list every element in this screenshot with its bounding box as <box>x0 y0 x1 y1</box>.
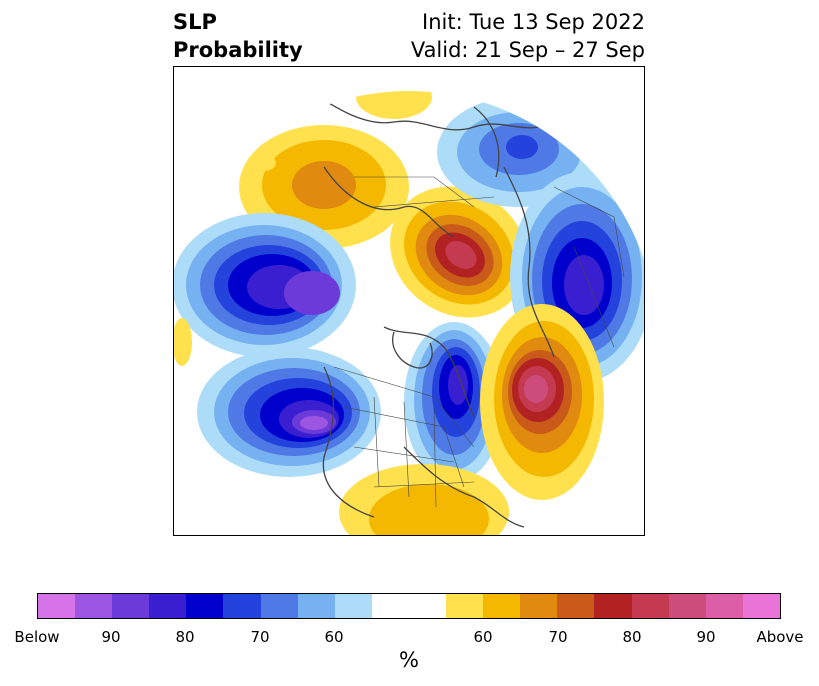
colorbar-tick-above: Above <box>756 628 804 646</box>
anomaly-above-arctic <box>390 186 528 318</box>
colorbar <box>37 593 781 619</box>
title-variable: SLP <box>173 10 217 34</box>
colorbar-above-1 <box>446 594 484 618</box>
colorbar-below-7 <box>260 594 298 618</box>
anomaly-below-gulf <box>197 347 381 477</box>
colorbar-tick-above-80: 80 <box>622 628 642 646</box>
colorbar-below-6 <box>223 594 261 618</box>
colorbar-above-4 <box>557 594 595 618</box>
colorbar-tick-below-70: 70 <box>250 628 270 646</box>
title-init-date: Init: Tue 13 Sep 2022 <box>422 10 645 34</box>
colorbar-tick-above-60: 60 <box>473 628 493 646</box>
colorbar-tick-above-90: 90 <box>696 628 716 646</box>
colorbar-below-4 <box>149 594 187 618</box>
colorbar-tick-below-90: 90 <box>101 628 121 646</box>
colorbar-below-2 <box>75 594 113 618</box>
map-panel <box>173 66 645 536</box>
anomaly-below-labrador <box>174 213 356 357</box>
title-valid-range: Valid: 21 Sep – 27 Sep <box>410 38 645 62</box>
colorbar-above-2 <box>483 594 521 618</box>
political-boundaries <box>333 176 625 508</box>
probability-map <box>174 91 644 535</box>
colorbar-tick-above-70: 70 <box>548 628 568 646</box>
colorbar-below-1 <box>38 594 76 618</box>
colorbar-above-9 <box>742 594 780 618</box>
colorbar-below-5 <box>186 594 224 618</box>
anomaly-above-southeast-us <box>174 318 509 535</box>
title-right: Init: Tue 13 Sep 2022 Valid: 21 Sep – 27… <box>411 8 645 64</box>
colorbar-above-7 <box>668 594 706 618</box>
colorbar-tick-below: Below <box>14 628 60 646</box>
colorbar-below-3 <box>112 594 150 618</box>
title-left: SLP Probability <box>173 8 303 64</box>
title-product: Probability <box>173 38 303 62</box>
colorbar-tick-below-80: 80 <box>175 628 195 646</box>
colorbar-above-3 <box>520 594 558 618</box>
coastlines <box>303 91 555 528</box>
anomaly-above-north-atlantic <box>480 304 604 500</box>
colorbar-tick-below-60: 60 <box>324 628 344 646</box>
colorbar-above-5 <box>594 594 632 618</box>
colorbar-unit-label: % <box>399 648 419 672</box>
colorbar-above-6 <box>631 594 669 618</box>
colorbar-below-8 <box>297 594 335 618</box>
colorbar-above-8 <box>705 594 743 618</box>
anomaly-above-arctic-small <box>252 91 432 171</box>
colorbar-neutral-gap <box>371 594 447 618</box>
colorbar-below-9 <box>334 594 372 618</box>
